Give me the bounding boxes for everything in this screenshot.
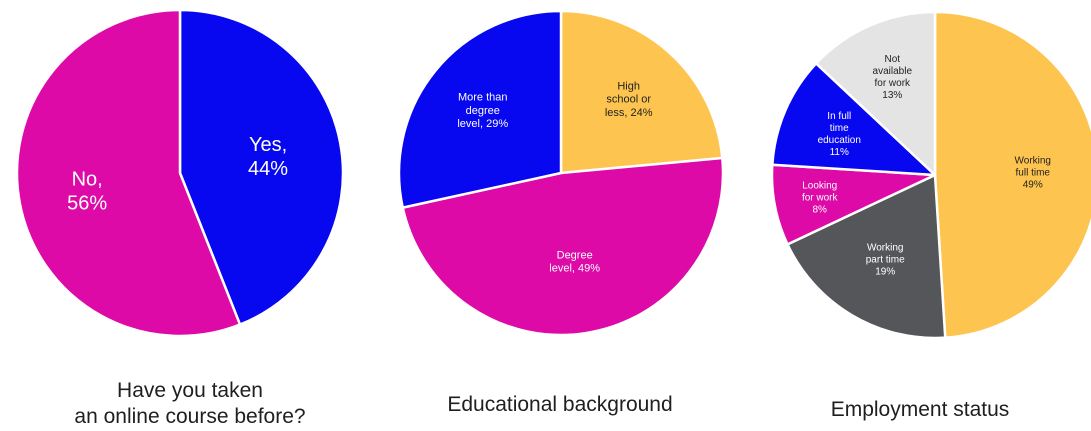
pie-label-2-looking: Looking for work 8% (802, 180, 839, 215)
pie-slice-2-in-full (771, 62, 937, 177)
pie-label-1-high: High school or less, 24% (605, 80, 653, 118)
chart-title-line: Have you taken (117, 379, 263, 402)
pie-chart-2: Working full time 49% Working part time 19% Lo… (770, 10, 1091, 340)
pie-chart-1: High school or less, 24% Degree level, 49% Mo… (397, 9, 725, 337)
pie-label-0-no: No, 56% (67, 169, 107, 215)
pie-slice-0-no (15, 8, 242, 338)
pie-label-1-more-than: More than degree level, 29% (457, 92, 508, 130)
pie-slice-2-working (786, 173, 947, 340)
pie-slice-1-high (559, 9, 724, 175)
pie-slice-1-degree (401, 156, 725, 337)
chart-title-employment: Employment status (770, 397, 1070, 423)
pie-label-2-in-full: In full time education 11% (818, 111, 861, 158)
pie-label-1-degree: Degree level, 49% (549, 249, 600, 274)
pie-slice-2-working (933, 10, 1091, 339)
chart-title-line: Educational background (447, 393, 673, 416)
pie-slice-2-not (814, 10, 937, 177)
chart-title-line: an online course before? (74, 405, 306, 428)
pie-chart-0: Yes, 44% No, 56% (15, 8, 345, 338)
pie-label-2-working: Working part time 19% (866, 243, 905, 278)
chart-title-online-course: Have you taken an online course before? (40, 378, 340, 430)
pie-slice-0-yes (178, 8, 345, 326)
chart-title-education: Educational background (400, 392, 720, 418)
pie-slice-1-more-than (397, 9, 563, 209)
pie-label-2-not: Not available for work 13% (873, 54, 913, 101)
pie-label-2-working: Working full time 49% (1015, 155, 1052, 190)
chart-title-line: Employment status (830, 398, 1010, 421)
pie-label-0-yes: Yes, 44% (248, 134, 288, 180)
